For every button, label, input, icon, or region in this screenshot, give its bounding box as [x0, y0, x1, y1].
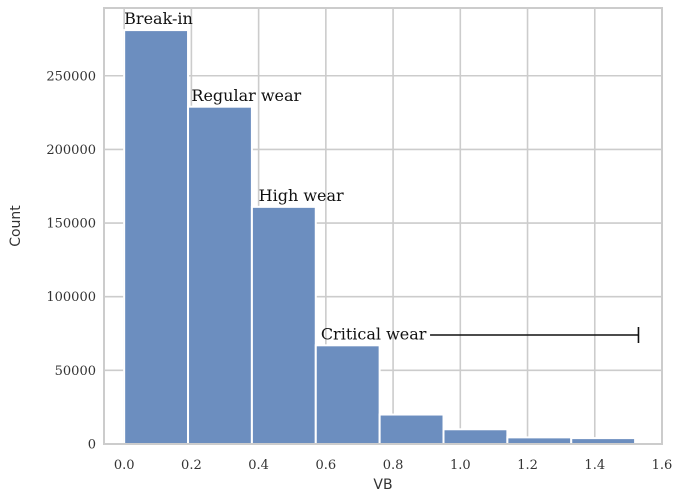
y-axis-label: Count — [8, 205, 24, 247]
x-tick-label: 1.0 — [450, 458, 471, 473]
x-tick-label: 0.0 — [114, 458, 135, 473]
annotation-layer: Break-in Regular wear High wear Critical we… — [124, 9, 640, 343]
y-tick-label: 50000 — [55, 364, 96, 379]
x-tick-label: 0.4 — [248, 458, 269, 473]
y-tick-label: 150000 — [46, 217, 96, 232]
wear-phase-annotation: Break-in — [124, 9, 193, 28]
plot-frame — [103, 7, 663, 445]
y-tick-label: 100000 — [46, 290, 96, 305]
x-tick-label: 1.6 — [652, 458, 673, 473]
wear-phase-annotation: High wear — [259, 186, 344, 205]
x-tick-label: 1.2 — [517, 458, 538, 473]
histogram-bar — [378, 413, 445, 445]
wear-phase-annotation: Regular wear — [191, 86, 301, 105]
x-tick-label: 1.4 — [584, 458, 605, 473]
x-tick-label: 0.2 — [181, 458, 202, 473]
x-axis-label: VB — [373, 477, 392, 493]
y-tick-label: 200000 — [46, 143, 96, 158]
histogram-bar — [314, 344, 381, 446]
tick-label-layer: 0.0 0.2 0.4 0.6 0.8 1.0 1.2 1.4 1.6 0 50000 100000 1… — [46, 69, 672, 473]
y-tick-label: 250000 — [46, 69, 96, 84]
histogram-bar — [442, 428, 509, 445]
histogram-bar — [123, 29, 190, 445]
histogram-bar — [187, 105, 253, 446]
y-tick-label: 0 — [88, 438, 96, 453]
histogram-bar — [250, 205, 317, 445]
wear-phase-annotation: Critical wear — [321, 324, 427, 343]
x-tick-label: 0.8 — [383, 458, 404, 473]
bar-layer — [123, 29, 637, 446]
x-tick-label: 0.6 — [316, 458, 337, 473]
